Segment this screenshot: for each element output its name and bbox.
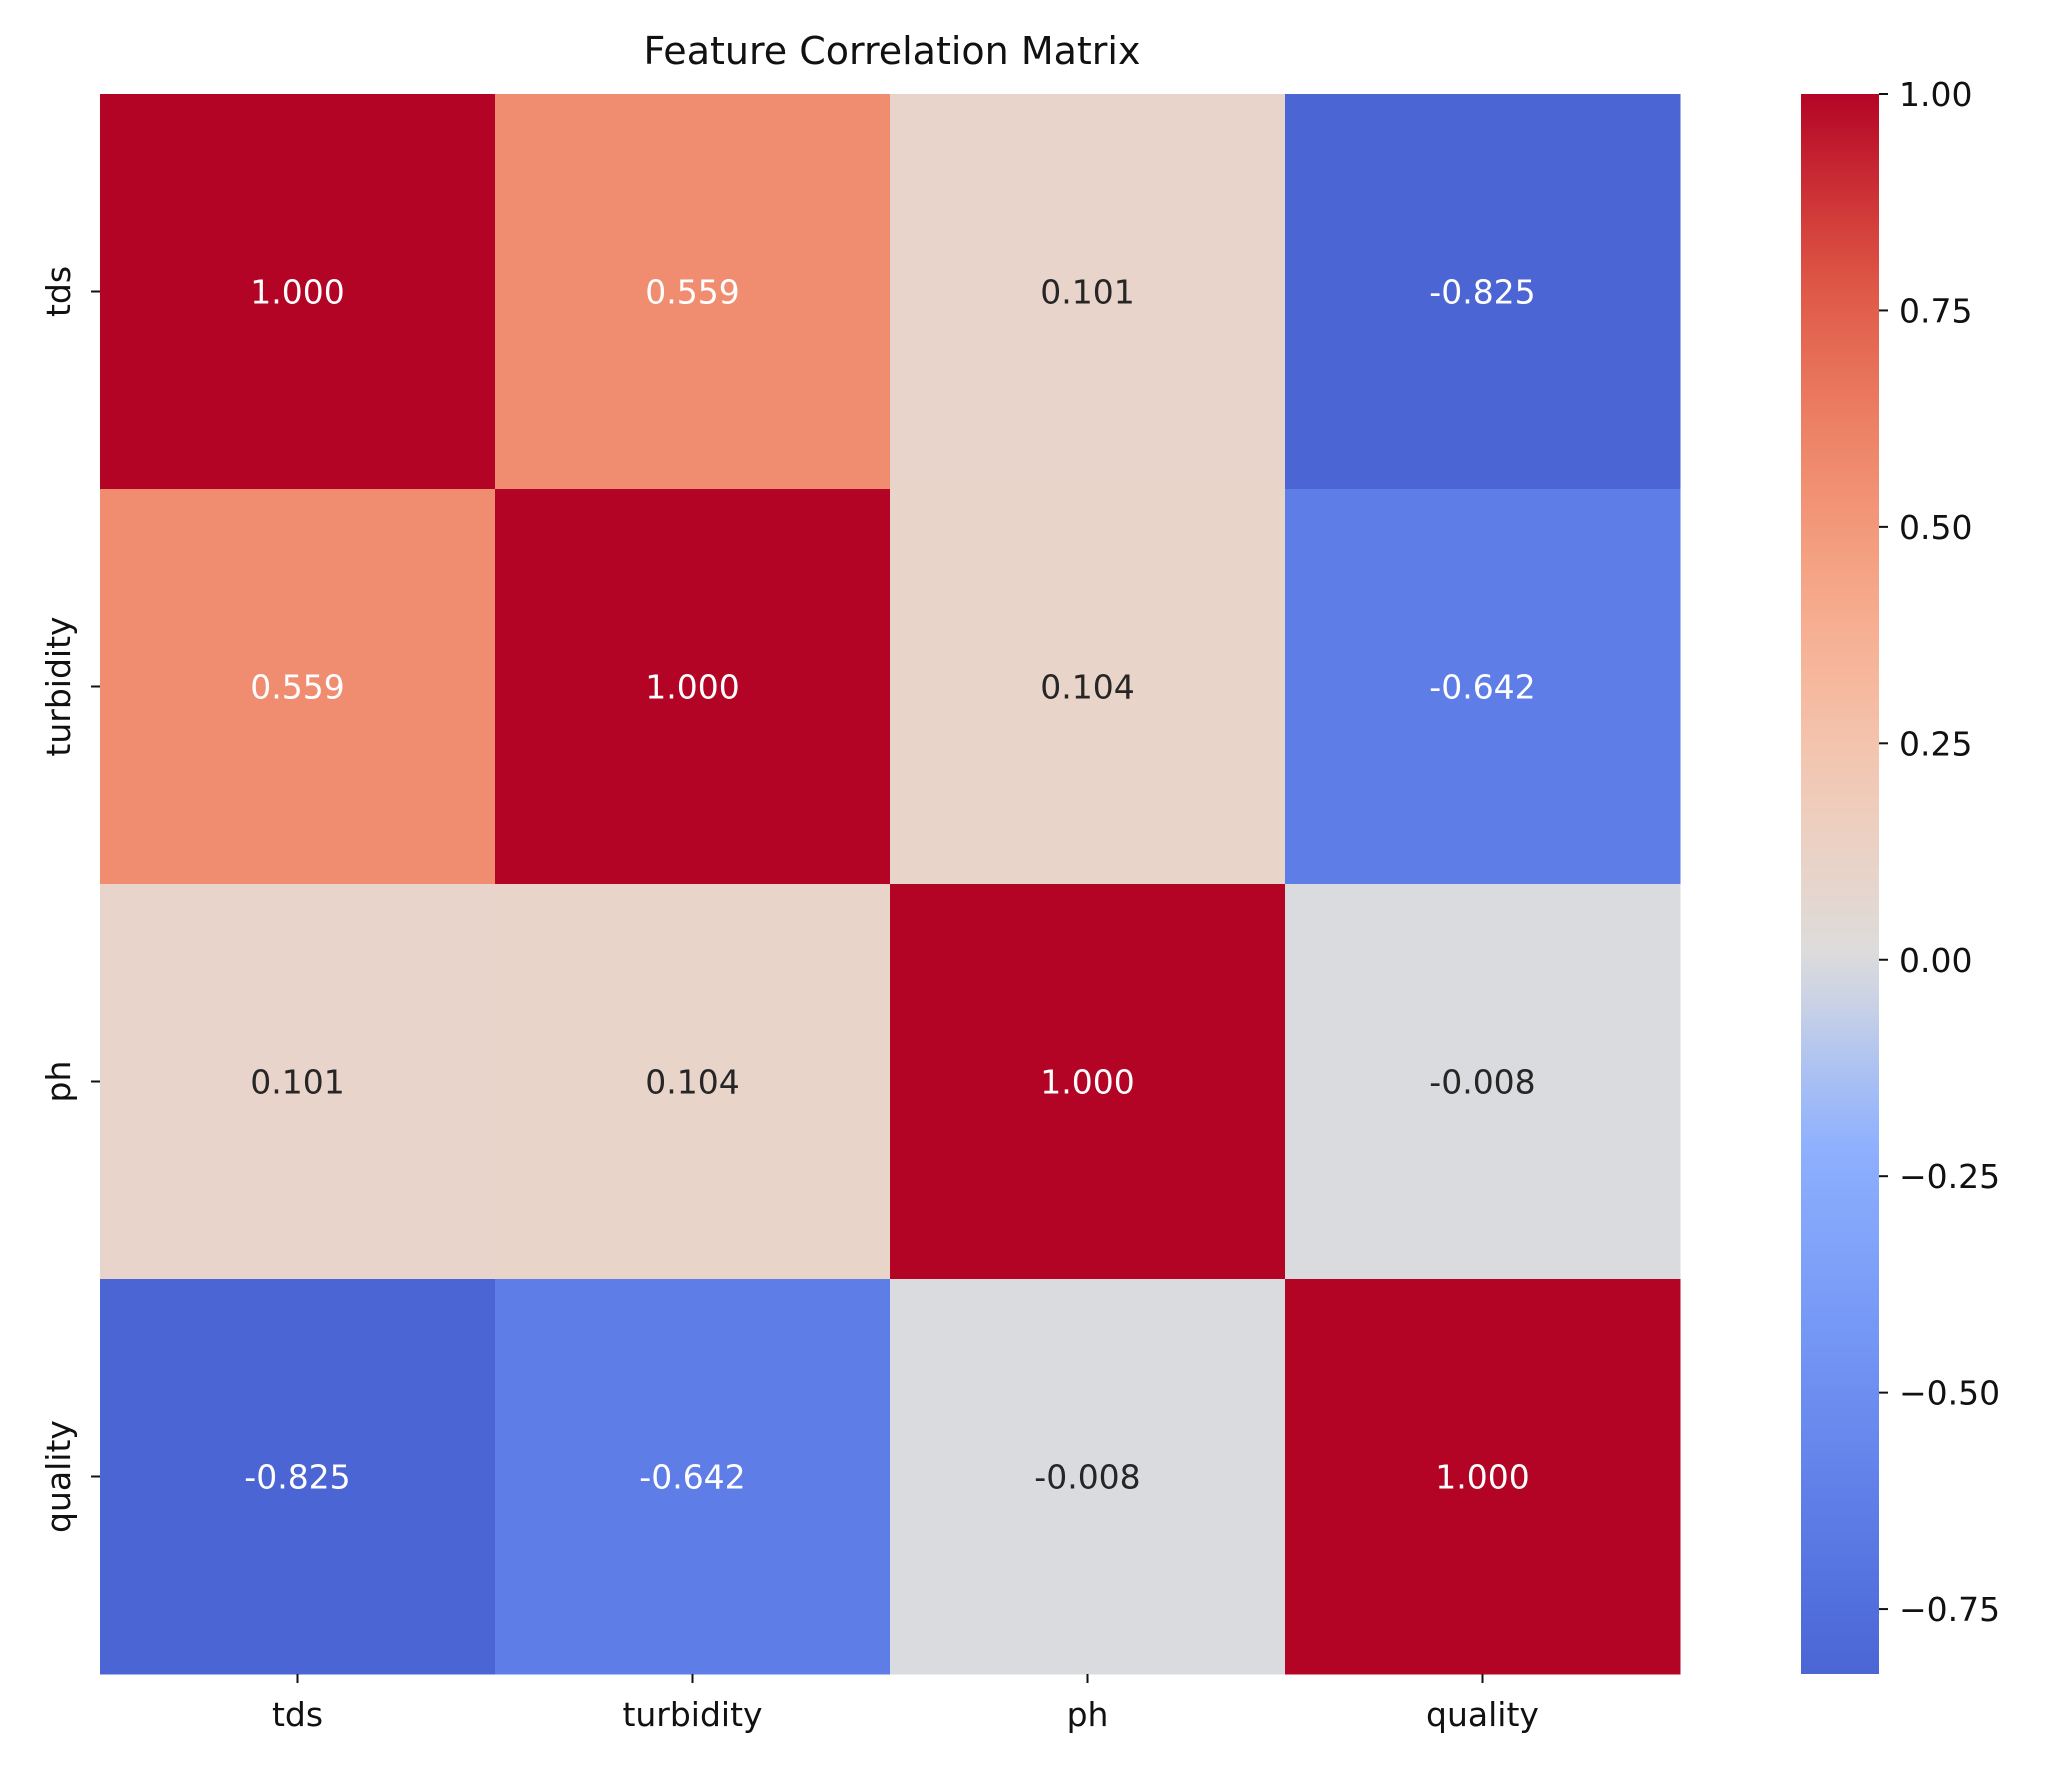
y-tick-label: tds xyxy=(39,266,78,317)
heatmap-cell xyxy=(890,489,1286,885)
x-tick-label: quality xyxy=(1426,1695,1539,1734)
chart-title: Feature Correlation Matrix xyxy=(644,29,1141,73)
axes: tds turbidity ph quality tds turbidity ph quali… xyxy=(39,266,1539,1734)
colorbar-tick-label: −0.50 xyxy=(1899,1374,2000,1413)
cell-value-label: 0.101 xyxy=(250,1063,344,1102)
cell-value-label: 1.000 xyxy=(250,273,344,312)
heatmap-cell xyxy=(1285,1279,1681,1675)
cell-value-label: -0.642 xyxy=(1429,668,1535,707)
cell-value-label: 0.101 xyxy=(1040,273,1134,312)
cell-value-label: -0.642 xyxy=(639,1458,745,1497)
heatmap-cell xyxy=(100,489,496,885)
colorbar-tick-label: 0.25 xyxy=(1899,724,1972,763)
y-tick-label: ph xyxy=(39,1061,78,1103)
cell-value-label: 1.000 xyxy=(645,668,739,707)
cell-value-label: 1.000 xyxy=(1435,1458,1529,1497)
colorbar-tick-label: 1.00 xyxy=(1899,75,1972,114)
cell-labels: 1.000 0.559 0.101 -0.825 0.559 1.000 0.104 -0.6… xyxy=(244,273,1535,1497)
heatmap-cell xyxy=(100,884,496,1280)
cell-value-label: 0.559 xyxy=(250,668,344,707)
colorbar-tick-label: −0.25 xyxy=(1899,1157,2000,1196)
colorbar-tick-label: 0.50 xyxy=(1899,508,1972,547)
heatmap-cells xyxy=(100,94,1681,1675)
y-tick-label: quality xyxy=(39,1420,78,1533)
heatmap-cell xyxy=(1285,884,1681,1280)
heatmap-cell xyxy=(495,1279,891,1675)
x-tick-label: ph xyxy=(1067,1695,1109,1734)
heatmap-cell xyxy=(495,94,891,490)
colorbar-tick-label: 0.00 xyxy=(1899,941,1972,980)
colorbar-tick-label: −0.75 xyxy=(1899,1590,2000,1629)
cell-value-label: 0.559 xyxy=(645,273,739,312)
heatmap-cell xyxy=(890,94,1286,490)
heatmap-cell xyxy=(890,884,1286,1280)
cell-value-label: 0.104 xyxy=(645,1063,739,1102)
heatmap-cell xyxy=(1285,489,1681,885)
heatmap-cell xyxy=(100,94,496,490)
heatmap-cell xyxy=(890,1279,1286,1675)
heatmap-cell xyxy=(1285,94,1681,490)
heatmap-cell xyxy=(100,1279,496,1675)
cell-value-label: 0.104 xyxy=(1040,668,1134,707)
x-tick-label: turbidity xyxy=(622,1695,762,1734)
colorbar-tick-label: 0.75 xyxy=(1899,291,1972,330)
heatmap-cell xyxy=(495,489,891,885)
x-tick-label: tds xyxy=(272,1695,323,1734)
cell-value-label: -0.008 xyxy=(1034,1458,1140,1497)
heatmap-cell xyxy=(495,884,891,1280)
cell-value-label: -0.008 xyxy=(1429,1063,1535,1102)
y-tick-label: turbidity xyxy=(39,616,78,756)
cell-value-label: -0.825 xyxy=(1429,273,1535,312)
cell-value-label: 1.000 xyxy=(1040,1063,1134,1102)
colorbar-gradient xyxy=(1801,94,1879,1674)
cell-value-label: -0.825 xyxy=(244,1458,350,1497)
colorbar: 1.00 0.75 0.50 0.25 0.00 −0.25 −0.50 −0.75 xyxy=(1801,75,2000,1674)
